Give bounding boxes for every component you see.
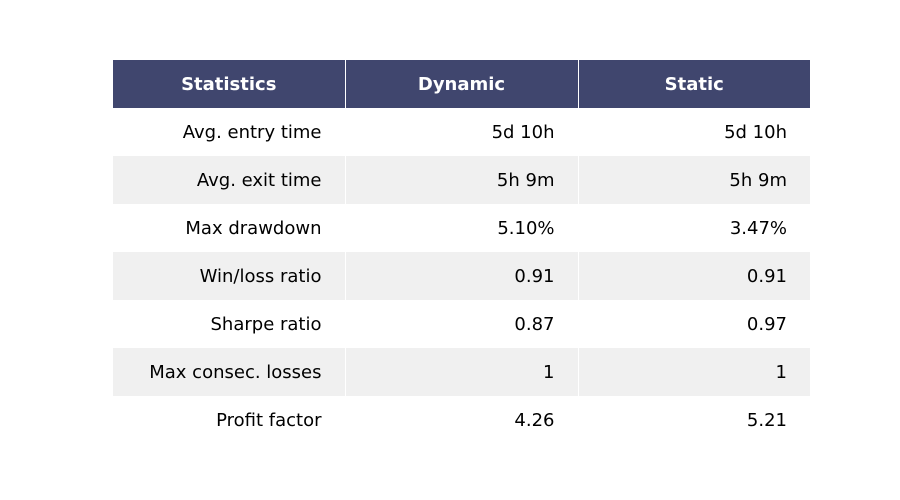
row-label: Profit factor xyxy=(113,396,345,444)
static-value: 5d 10h xyxy=(577,108,810,156)
row-label: Avg. exit time xyxy=(113,156,345,204)
table-row: Profit factor 4.26 5.21 xyxy=(113,396,810,444)
header-statistics: Statistics xyxy=(113,60,345,108)
table-row: Max consec. losses 1 1 xyxy=(113,348,810,396)
table-row: Avg. exit time 5h 9m 5h 9m xyxy=(113,156,810,204)
dynamic-value: 5d 10h xyxy=(344,108,578,156)
header-static: Static xyxy=(577,60,810,108)
header-row: Statistics Dynamic Static xyxy=(113,60,810,108)
row-label: Avg. entry time xyxy=(113,108,345,156)
row-label: Max drawdown xyxy=(113,204,345,252)
dynamic-value: 5.10% xyxy=(344,204,578,252)
static-value: 5h 9m xyxy=(577,156,810,204)
table-row: Win/loss ratio 0.91 0.91 xyxy=(113,252,810,300)
dynamic-value: 1 xyxy=(344,348,578,396)
statistics-table: Statistics Dynamic Static Avg. entry tim… xyxy=(113,60,810,444)
static-value: 0.91 xyxy=(577,252,810,300)
table-row: Sharpe ratio 0.87 0.97 xyxy=(113,300,810,348)
table-body: Avg. entry time 5d 10h 5d 10h Avg. exit … xyxy=(113,108,810,444)
dynamic-value: 5h 9m xyxy=(344,156,578,204)
static-value: 3.47% xyxy=(577,204,810,252)
dynamic-value: 4.26 xyxy=(344,396,578,444)
dynamic-value: 0.91 xyxy=(344,252,578,300)
table-header: Statistics Dynamic Static xyxy=(113,60,810,108)
row-label: Max consec. losses xyxy=(113,348,345,396)
static-value: 1 xyxy=(577,348,810,396)
header-dynamic: Dynamic xyxy=(344,60,578,108)
static-value: 5.21 xyxy=(577,396,810,444)
row-label: Win/loss ratio xyxy=(113,252,345,300)
static-value: 0.97 xyxy=(577,300,810,348)
row-label: Sharpe ratio xyxy=(113,300,345,348)
table-row: Max drawdown 5.10% 3.47% xyxy=(113,204,810,252)
table-row: Avg. entry time 5d 10h 5d 10h xyxy=(113,108,810,156)
dynamic-value: 0.87 xyxy=(344,300,578,348)
